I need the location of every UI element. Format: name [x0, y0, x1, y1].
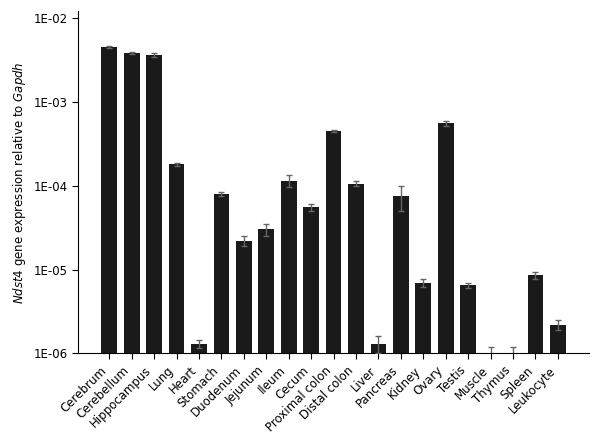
Bar [505, 353, 521, 445]
Bar [371, 344, 386, 445]
Bar [169, 164, 184, 445]
Bar [393, 196, 409, 445]
Bar [101, 47, 117, 445]
Bar [214, 194, 229, 445]
Bar [303, 207, 319, 445]
Bar [348, 184, 364, 445]
Bar [281, 181, 296, 445]
Bar [438, 123, 454, 445]
Bar [326, 131, 341, 445]
Bar [146, 55, 162, 445]
Bar [259, 230, 274, 445]
Bar [236, 241, 251, 445]
Bar [550, 325, 566, 445]
Bar [191, 344, 207, 445]
Bar [527, 275, 543, 445]
Y-axis label: $\it{Ndst4}$ gene expression relative to $\it{Gapdh}$: $\it{Ndst4}$ gene expression relative to… [11, 61, 28, 303]
Bar [415, 283, 431, 445]
Bar [482, 353, 499, 445]
Bar [460, 285, 476, 445]
Bar [124, 53, 140, 445]
